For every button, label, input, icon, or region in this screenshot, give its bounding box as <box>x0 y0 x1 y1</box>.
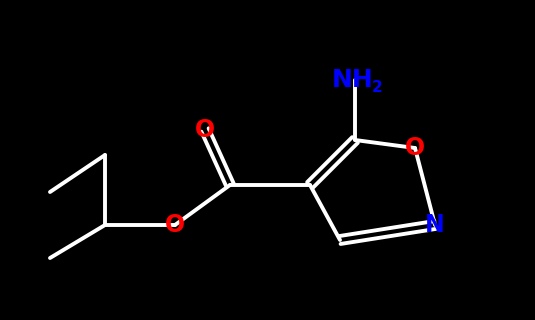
Text: O: O <box>195 118 215 142</box>
Text: NH: NH <box>332 68 374 92</box>
Text: O: O <box>165 213 185 237</box>
Text: 2: 2 <box>372 79 383 94</box>
Text: N: N <box>425 213 445 237</box>
Text: O: O <box>405 136 425 160</box>
